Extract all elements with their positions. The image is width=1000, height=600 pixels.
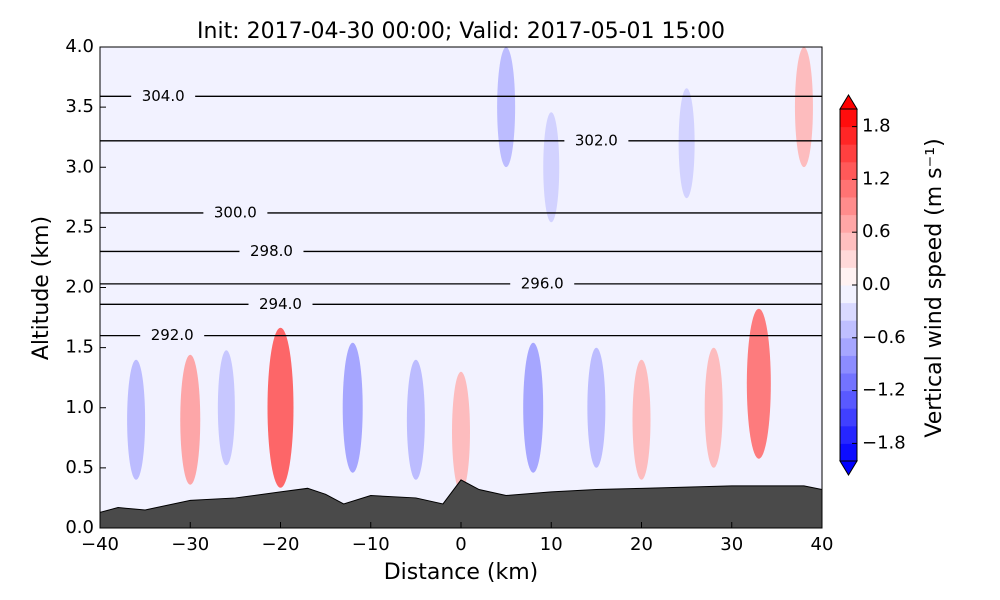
colorbar-label: Vertical wind speed (m s⁻¹) [922,138,947,437]
colorbar-segment [840,232,857,251]
colorbar-segment [840,408,857,427]
terrain [100,479,822,528]
colorbar-segment [840,390,857,409]
colorbar-segment [840,179,857,198]
x-tick-label: 20 [630,534,653,555]
colorbar-segment [840,355,857,374]
colorbar-segment [840,197,857,216]
wind-feature [452,371,470,492]
wind-feature [180,354,201,485]
x-tick-label: −20 [262,534,300,555]
y-tick-label: 1.5 [65,337,94,358]
colorbar-segment [840,267,857,286]
x-tick-label: 10 [540,534,563,555]
colorbar-extend-top [839,94,858,110]
contour-label: 294.0 [259,295,302,313]
y-tick-label: 3.0 [65,156,94,177]
colorbar-segment [840,126,857,145]
colorbar-segment [840,302,857,321]
colorbar-segment [840,285,857,304]
wind-feature [217,350,235,466]
y-tick-label: 0.0 [65,517,94,538]
colorbar-segment [840,109,857,128]
colorbar-segment [840,214,857,233]
x-tick-label: −40 [81,534,119,555]
colorbar-segment [840,337,857,356]
wind-feature [704,347,723,468]
y-tick-label: 0.5 [65,457,94,478]
colorbar-tick-label: 0.6 [862,221,891,242]
y-tick-label: 1.0 [65,397,94,418]
colorbar-segment [840,249,857,268]
wind-feature [406,359,425,480]
colorbar-segment [840,373,857,392]
x-tick-label: 0 [455,534,466,555]
colorbar-tick-label: −1.8 [862,432,906,453]
colorbar-segment [840,443,857,462]
x-tick-label: −10 [352,534,390,555]
wind-feature [342,342,363,473]
colorbar-tick-label: 1.8 [862,116,891,137]
wind-feature [523,342,544,473]
contour-label: 298.0 [250,242,293,260]
y-tick-label: 3.5 [65,96,94,117]
colorbar-segment [840,425,857,444]
colorbar-extend-bottom [839,460,858,476]
wind-feature [127,359,146,480]
x-axis-label: Distance (km) [384,560,539,585]
y-tick-label: 2.5 [65,216,94,237]
y-tick-label: 2.0 [65,277,94,298]
wind-feature [543,112,560,223]
x-tick-label: −30 [171,534,209,555]
chart-title: Init: 2017-04-30 00:00; Valid: 2017-05-0… [197,19,725,44]
wind-feature [497,47,516,168]
wind-feature [794,47,813,168]
colorbar-segment [840,161,857,180]
colorbar-segment [840,320,857,339]
contour-label: 302.0 [575,131,618,149]
plot-area: 304.0 302.0 300.0 298.0 296.0 294.0 292.0 [100,47,822,528]
colorbar-tick-label: 0.0 [862,274,891,295]
contour-label: 304.0 [142,87,185,105]
colorbar-tick-label: 1.2 [862,168,891,189]
wind-feature [632,359,651,480]
colorbar-tick-label: −1.2 [862,380,906,401]
y-axis-label: Altitude (km) [29,216,54,360]
colorbar-segment [840,144,857,163]
colorbar-tick-label: −0.6 [862,327,906,348]
contour-label: 292.0 [151,326,194,344]
x-tick-label: 30 [720,534,743,555]
contour-label: 300.0 [214,203,257,221]
wind-feature [678,88,695,199]
wind-feature [587,347,606,468]
wind-feature [267,327,294,488]
contour-label: 296.0 [521,274,564,292]
wind-feature [746,308,771,459]
y-tick-label: 4.0 [65,36,94,57]
x-tick-label: 40 [811,534,834,555]
